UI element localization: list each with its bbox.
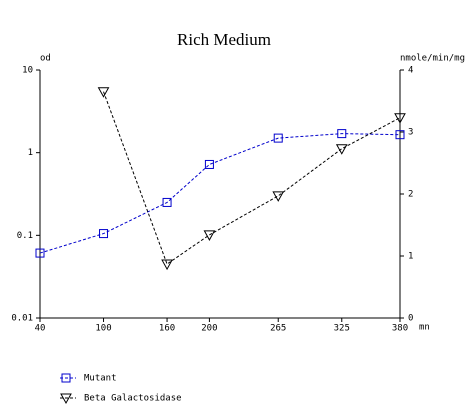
y2-tick-label: 1 bbox=[408, 252, 413, 262]
data-point bbox=[35, 248, 45, 258]
series-line bbox=[39, 133, 401, 254]
data-point bbox=[337, 129, 347, 139]
data-point bbox=[395, 130, 405, 140]
data-point bbox=[99, 229, 109, 239]
x-tick-label: 325 bbox=[334, 324, 350, 334]
data-point bbox=[204, 159, 214, 169]
x-tick-label: 160 bbox=[159, 324, 175, 334]
data-point bbox=[272, 191, 285, 202]
y-axis-label: od bbox=[40, 54, 51, 64]
data-point bbox=[335, 144, 348, 155]
data-point bbox=[394, 113, 406, 124]
legend-marker bbox=[60, 393, 72, 405]
x-tick-label: 380 bbox=[392, 324, 408, 334]
data-point bbox=[97, 87, 110, 98]
y-tick-label: 0.01 bbox=[11, 314, 33, 324]
y2-axis-label: nmole/min/mg bbox=[400, 54, 465, 64]
y2-tick-label: 2 bbox=[408, 190, 413, 200]
series-line bbox=[103, 91, 401, 265]
x-tick-label: 265 bbox=[270, 324, 286, 334]
x-axis-label: mn bbox=[419, 323, 430, 333]
data-point bbox=[273, 133, 283, 143]
y2-tick-label: 4 bbox=[408, 66, 413, 76]
x-tick-label: 200 bbox=[201, 324, 217, 334]
legend-marker bbox=[61, 373, 71, 383]
x-tick-label: 100 bbox=[95, 324, 111, 334]
data-point bbox=[161, 259, 173, 271]
chart-title: Rich Medium bbox=[177, 30, 271, 49]
legend-label: Beta Galactosidase bbox=[84, 394, 182, 404]
y2-tick-label: 3 bbox=[408, 128, 413, 138]
y-tick-label: 0.1 bbox=[17, 231, 33, 241]
data-point bbox=[203, 230, 216, 241]
y-tick-label: 1 bbox=[28, 148, 33, 158]
y2-tick-label: 0 bbox=[408, 314, 413, 324]
y-tick-label: 10 bbox=[22, 66, 33, 76]
data-point bbox=[162, 197, 172, 207]
legend-label: Mutant bbox=[84, 374, 117, 384]
x-tick-label: 40 bbox=[35, 324, 46, 334]
